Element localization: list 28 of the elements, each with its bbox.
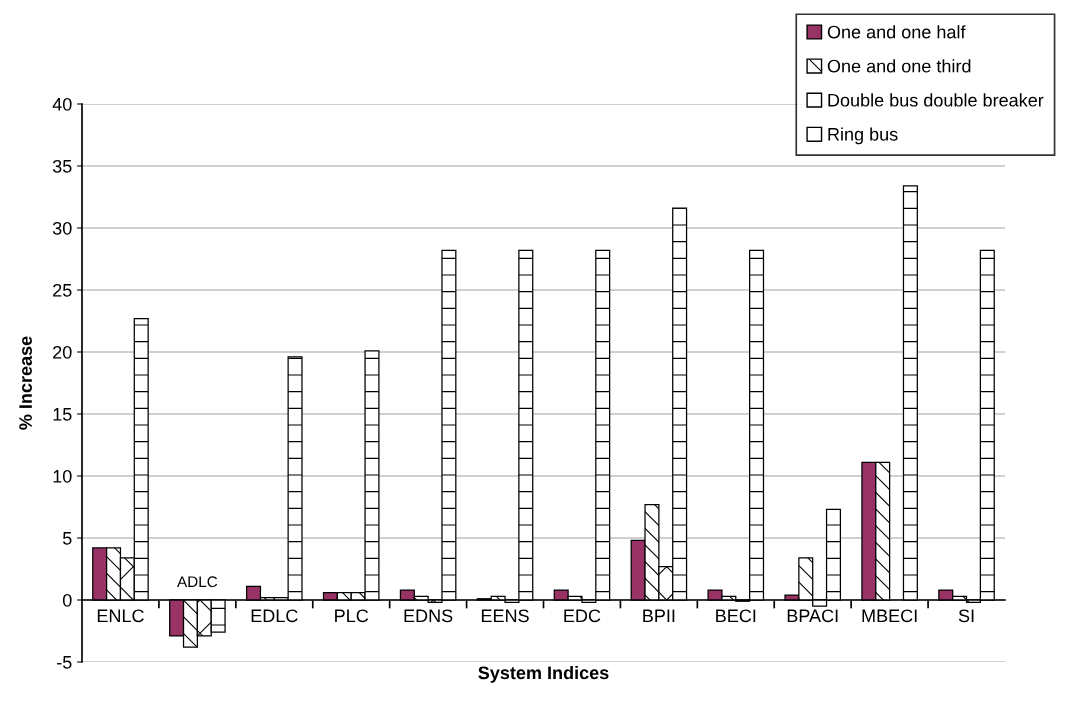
x-tick-label: EENS — [481, 609, 529, 623]
legend-label: One and one half — [827, 25, 966, 39]
y-tick-label: 0 — [62, 593, 72, 607]
y-tick-label: 20 — [53, 345, 72, 359]
x-tick-label: ENLC — [97, 609, 144, 623]
legend-label: Double bus double breaker — [828, 93, 1044, 107]
x-tick-label: PLC — [335, 609, 369, 623]
x-tick-label: EDNS — [404, 609, 453, 623]
y-axis-title: % Increase — [19, 336, 32, 430]
y-tick-label: 15 — [53, 408, 72, 421]
x-axis-title: System Indices — [478, 665, 609, 683]
y-tick-label: 25 — [53, 283, 72, 297]
y-tick-label: 30 — [52, 221, 72, 235]
x-tick-label: MBECI — [862, 609, 917, 623]
x-tick-label: EDC — [564, 609, 601, 623]
y-tick-label: 10 — [53, 469, 72, 483]
x-tick-label: BPACI — [787, 609, 838, 623]
x-tick-label: EDLC — [251, 609, 298, 623]
x-tick-label: BECI — [716, 609, 756, 623]
y-tick-label: 35 — [52, 159, 72, 173]
x-tick-label: BPII — [643, 609, 675, 623]
x-tick-label: ADLC — [177, 576, 218, 588]
legend-label: One and one third — [827, 59, 971, 73]
y-tick-label: 5 — [62, 532, 72, 545]
legend-label: Ring bus — [828, 127, 898, 145]
x-tick-label: SI — [958, 609, 974, 623]
y-tick-label: -5 — [57, 656, 72, 669]
y-tick-label: 40 — [52, 97, 72, 111]
